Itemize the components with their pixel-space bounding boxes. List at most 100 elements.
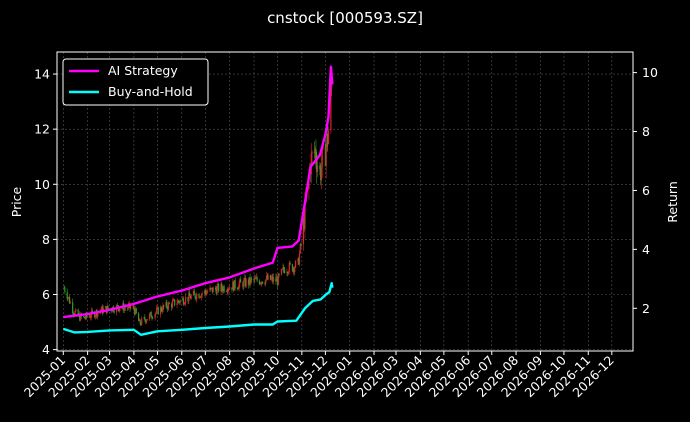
candle-body <box>244 278 246 287</box>
candle-body <box>67 297 69 299</box>
y-left-tick-label: 4 <box>42 342 50 357</box>
candle-body <box>156 308 158 313</box>
candle-body <box>288 262 290 273</box>
candle-body <box>105 306 107 309</box>
candle-body <box>149 312 151 314</box>
plot-frame <box>56 51 634 352</box>
candle-body <box>134 308 137 315</box>
candle-body <box>270 278 272 280</box>
candle-body <box>248 277 250 285</box>
candle-body <box>278 274 280 275</box>
candle-body <box>74 311 76 315</box>
y-left-tick-label: 14 <box>34 67 50 82</box>
candle-body <box>168 303 170 305</box>
candle-body <box>286 272 288 273</box>
candle-body <box>302 218 305 245</box>
candle-body <box>327 130 330 144</box>
candle-body <box>300 243 302 245</box>
candle-body <box>165 302 167 307</box>
candle-body <box>133 305 135 309</box>
candle-body <box>310 153 312 175</box>
y-right-tick-label: 8 <box>642 124 650 139</box>
candle-body <box>277 274 279 286</box>
candle-body <box>116 305 119 307</box>
chart-title: cnstock [000593.SZ] <box>267 9 423 27</box>
candle-body <box>261 281 263 284</box>
candle-body <box>215 289 217 294</box>
candle-body <box>233 280 235 291</box>
y-right-tick-label: 2 <box>642 301 650 316</box>
candle-body <box>124 307 126 309</box>
candle-body <box>83 316 86 319</box>
candle-body <box>145 320 148 323</box>
series-line-buy-and-hold <box>62 282 334 336</box>
candle-body <box>218 283 220 292</box>
candle-body <box>160 307 162 311</box>
candle-body <box>239 279 241 284</box>
candle-body <box>198 294 200 298</box>
candle-body <box>187 296 189 301</box>
candle-body <box>66 291 68 299</box>
candle-body <box>201 293 203 295</box>
candle-body <box>297 258 299 262</box>
candle-body <box>243 280 245 288</box>
candle-body <box>150 312 152 318</box>
candle-body <box>193 291 195 294</box>
candle-body <box>287 272 290 274</box>
candle-body <box>316 165 319 172</box>
candle-body <box>220 283 222 292</box>
candle-body <box>194 293 196 298</box>
candle-body <box>259 282 261 285</box>
candle-body <box>303 218 305 229</box>
candle-body <box>232 281 235 291</box>
candle-body <box>282 267 284 270</box>
candle-body <box>315 148 317 162</box>
candle-body <box>119 308 121 311</box>
candle-body <box>267 274 269 280</box>
candle-body <box>167 303 170 310</box>
candle-body <box>188 292 190 301</box>
candle-body <box>163 305 165 307</box>
candle-body <box>214 287 217 290</box>
series-line-ai-strategy <box>63 65 334 319</box>
candle-body <box>107 305 109 309</box>
candle-body <box>243 278 246 281</box>
candle-body <box>91 310 93 313</box>
candle-body <box>269 274 272 280</box>
candle-body <box>135 308 137 314</box>
candle-body <box>281 269 283 270</box>
y-axis-left: 4 6 8 10 12 14 <box>34 67 57 357</box>
candle-body <box>262 281 264 284</box>
candle-body <box>253 279 255 281</box>
candle-body <box>141 318 143 325</box>
candle-body <box>291 264 294 272</box>
candle-body <box>138 319 140 322</box>
candle-body <box>228 289 230 290</box>
candle-body <box>94 315 97 318</box>
candle-body <box>256 277 258 281</box>
legend-box <box>62 58 209 106</box>
candle-body <box>200 297 202 298</box>
candle-body <box>167 307 169 310</box>
candle-body <box>314 148 316 153</box>
candle-body <box>199 297 201 298</box>
candle-body <box>206 292 208 295</box>
candle-body <box>275 277 277 282</box>
candle-body <box>170 304 173 308</box>
candle-body <box>154 314 156 319</box>
candle-body <box>156 307 159 309</box>
candle-body <box>294 261 297 268</box>
candle-body <box>190 295 192 299</box>
candle-body <box>121 307 123 309</box>
candle-body <box>155 312 157 315</box>
candle-body <box>85 313 87 319</box>
candle-body <box>292 267 294 272</box>
candle-body <box>316 161 318 172</box>
candle-body <box>178 300 180 302</box>
candle-body <box>242 282 244 288</box>
candle-body <box>298 253 301 265</box>
candle-body <box>247 279 250 285</box>
candle-body <box>200 294 202 298</box>
candle-body <box>75 309 77 312</box>
